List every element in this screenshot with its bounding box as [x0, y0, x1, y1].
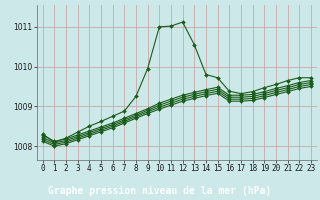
Text: Graphe pression niveau de la mer (hPa): Graphe pression niveau de la mer (hPa)	[48, 186, 272, 196]
